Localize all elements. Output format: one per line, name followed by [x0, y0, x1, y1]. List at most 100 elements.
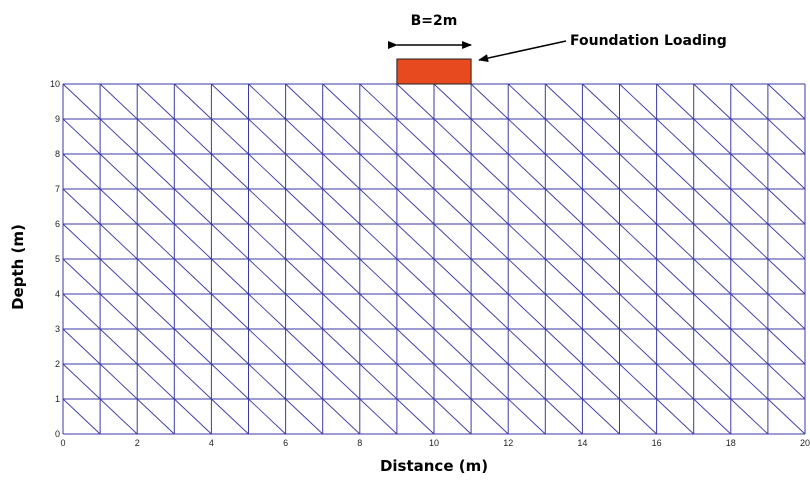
mesh-diagonal: [359, 223, 398, 260]
mesh-diagonal: [359, 258, 398, 295]
mesh-diagonal: [470, 118, 509, 155]
x-tick-label: 6: [283, 438, 288, 448]
mesh-diagonal: [173, 83, 212, 120]
mesh-diagonal: [507, 258, 546, 295]
mesh-diagonal: [173, 188, 212, 225]
mesh-diagonal: [285, 258, 324, 295]
mesh-diagonal: [507, 363, 546, 400]
mesh-diagonal: [656, 223, 695, 260]
mesh-diagonal: [359, 328, 398, 365]
mesh-diagonal: [322, 153, 361, 190]
x-tick-label: 20: [800, 438, 810, 448]
y-axis-label: Depth (m): [9, 224, 27, 310]
mesh-diagonal: [322, 258, 361, 295]
mesh-diagonal: [136, 83, 175, 120]
mesh-diagonal: [767, 328, 806, 365]
mesh-diagonal: [248, 363, 286, 400]
mesh-diagonal: [322, 223, 361, 260]
mesh-diagonal: [211, 293, 249, 330]
mesh-diagonal: [507, 293, 546, 330]
y-tick-label: 7: [55, 184, 60, 194]
mesh-diagonal: [211, 223, 249, 260]
x-tick-label: 16: [652, 438, 662, 448]
y-tick-label: 2: [55, 359, 60, 369]
mesh-diagonal: [730, 258, 769, 295]
mesh-diagonal: [656, 153, 695, 190]
mesh-diagonal: [544, 188, 583, 225]
mesh-diagonal: [173, 293, 212, 330]
mesh-diagonal: [730, 293, 769, 330]
y-tick-label: 5: [55, 254, 60, 264]
mesh-diagonal: [62, 83, 101, 120]
mesh-diagonal: [99, 363, 138, 400]
mesh-diagonal: [544, 363, 583, 400]
mesh-diagonal: [136, 363, 175, 400]
mesh-diagonal: [396, 363, 435, 400]
mesh-diagonal: [322, 118, 361, 155]
y-tick-label: 8: [55, 149, 60, 159]
mesh-diagonal: [99, 118, 138, 155]
mesh-diagonal: [656, 258, 695, 295]
mesh-diagonal: [62, 398, 101, 435]
mesh-diagonal: [359, 293, 398, 330]
mesh-diagonal: [544, 223, 583, 260]
mesh-diagonal: [730, 118, 769, 155]
mesh-diagonal: [248, 258, 286, 295]
mesh-diagonal: [396, 188, 435, 225]
mesh-diagonal: [619, 328, 657, 365]
mesh-diagonal: [396, 223, 435, 260]
mesh-diagonal: [322, 398, 361, 435]
x-tick-label: 12: [503, 438, 513, 448]
mesh-diagonal: [433, 118, 472, 155]
mesh-diagonal: [470, 223, 509, 260]
mesh-diagonal: [582, 188, 620, 225]
mesh-diagonal: [730, 188, 769, 225]
mesh-diagonal: [767, 83, 806, 120]
mesh-diagonal: [285, 328, 324, 365]
mesh-diagonal: [136, 293, 175, 330]
x-tick-label: 2: [135, 438, 140, 448]
mesh-diagonal: [582, 328, 620, 365]
mesh-diagonal: [582, 363, 620, 400]
mesh-diagonal: [730, 153, 769, 190]
mesh-diagonal: [173, 118, 212, 155]
mesh-diagonal: [99, 223, 138, 260]
mesh-diagonal: [211, 363, 249, 400]
mesh-diagonal: [396, 293, 435, 330]
mesh-diagonal: [693, 188, 732, 225]
mesh-diagonal: [396, 328, 435, 365]
mesh-diagonal: [693, 83, 732, 120]
mesh-diagonal: [693, 328, 732, 365]
mesh-diagonal: [470, 258, 509, 295]
x-tick-label: 4: [209, 438, 214, 448]
mesh-diagonal: [544, 153, 583, 190]
mesh-diagonal: [507, 398, 546, 435]
mesh-diagonal: [433, 398, 472, 435]
x-tick-label: 14: [577, 438, 587, 448]
mesh-diagonal: [285, 223, 324, 260]
mesh-diagonal: [433, 363, 472, 400]
mesh-diagonal: [359, 118, 398, 155]
mesh-diagonal: [470, 293, 509, 330]
mesh-diagonal: [582, 293, 620, 330]
mesh-diagonal: [285, 188, 324, 225]
mesh-diagonal: [507, 83, 546, 120]
mesh-diagonal: [433, 223, 472, 260]
mesh-diagonal: [767, 188, 806, 225]
mesh-diagonal: [359, 363, 398, 400]
mesh-diagonal: [507, 118, 546, 155]
mesh-diagonal: [693, 258, 732, 295]
y-tick-label: 9: [55, 114, 60, 124]
mesh-diagonal: [767, 118, 806, 155]
mesh-diagonal: [136, 188, 175, 225]
mesh-diagonal: [248, 328, 286, 365]
mesh-diagonal: [62, 188, 101, 225]
mesh-diagonal: [173, 328, 212, 365]
mesh-diagonal: [619, 118, 657, 155]
mesh-diagonal: [544, 118, 583, 155]
mesh-diagonal: [62, 363, 101, 400]
mesh-diagonal: [285, 153, 324, 190]
fe-mesh: [62, 83, 806, 435]
mesh-diagonal: [730, 223, 769, 260]
y-tick-label: 3: [55, 324, 60, 334]
